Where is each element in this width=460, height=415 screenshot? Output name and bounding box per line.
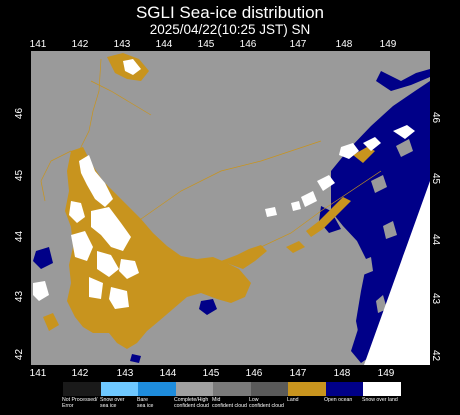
lon-tick-top-144: 144 [155, 39, 173, 50]
legend-swatch-not-processed [63, 382, 101, 396]
lon-tick-top-141: 141 [29, 39, 47, 50]
legend-label-open-ocean: Open ocean [324, 397, 353, 403]
legend-swatch-land [288, 382, 326, 396]
sea-ice-map [31, 51, 430, 365]
legend-swatch-open-ocean [325, 382, 363, 396]
lon-tick-bottom-147: 147 [289, 368, 307, 379]
legend-label-snow-over-sea-ice: Snow over sea ice [100, 397, 125, 409]
snow-over-land-wedge [364, 181, 430, 365]
lat-tick-right-45: 45 [430, 172, 442, 185]
lon-tick-bottom-143: 143 [116, 368, 134, 379]
lat-tick-left-44: 44 [14, 230, 26, 243]
snow-over-land-patches [33, 59, 415, 309]
lon-tick-top-149: 149 [379, 39, 397, 50]
lon-tick-bottom-142: 142 [71, 368, 89, 379]
lon-tick-top-146: 146 [239, 39, 257, 50]
legend-label-bare-sea-ice: Bare sea ice [137, 397, 154, 409]
legend-swatch-snow-over-land [363, 382, 401, 396]
legend-label-low-cloud: Low confident cloud [249, 397, 284, 409]
lon-tick-bottom-149: 149 [377, 368, 395, 379]
lon-tick-top-147: 147 [289, 39, 307, 50]
legend-label-not-processed: Not Processed/ Error [62, 397, 98, 409]
lon-tick-top-142: 142 [71, 39, 89, 50]
legend-label-snow-over-land: Snow over land [362, 397, 398, 403]
lat-tick-right-46: 46 [430, 111, 442, 124]
lat-tick-left-43: 43 [14, 290, 26, 303]
lat-tick-right-43: 43 [430, 292, 442, 305]
lon-tick-top-143: 143 [113, 39, 131, 50]
legend-swatch-low-cloud [250, 382, 288, 396]
lat-tick-right-44: 44 [430, 233, 442, 246]
lon-tick-bottom-148: 148 [333, 368, 351, 379]
map-subtitle: 2025/04/22(10:25 JST) SN [149, 22, 311, 37]
legend-swatch-high-cloud [175, 382, 213, 396]
legend-label-land: Land [287, 397, 299, 403]
lon-tick-bottom-144: 144 [159, 368, 177, 379]
legend-swatch-snow-over-sea-ice [100, 382, 138, 396]
coastline-outline [40, 58, 382, 264]
ocean-cloud-gaps [361, 139, 413, 313]
lat-tick-right-42: 42 [430, 349, 442, 362]
lat-tick-left-42: 42 [14, 348, 26, 361]
lat-tick-left-45: 45 [14, 169, 26, 182]
lon-tick-bottom-145: 145 [202, 368, 220, 379]
lon-tick-top-145: 145 [197, 39, 215, 50]
legend-bar [62, 381, 402, 397]
lon-tick-top-148: 148 [335, 39, 353, 50]
lon-tick-bottom-141: 141 [29, 368, 47, 379]
legend-label-high-cloud: Complete/High confident cloud [174, 397, 209, 409]
legend-swatch-bare-sea-ice [138, 382, 176, 396]
legend-label-mid-cloud: Mid confident cloud [212, 397, 247, 409]
lon-tick-bottom-146: 146 [245, 368, 263, 379]
map-title: SGLI Sea-ice distribution [135, 3, 325, 22]
legend-swatch-mid-cloud [213, 382, 251, 396]
lat-tick-left-46: 46 [14, 107, 26, 120]
